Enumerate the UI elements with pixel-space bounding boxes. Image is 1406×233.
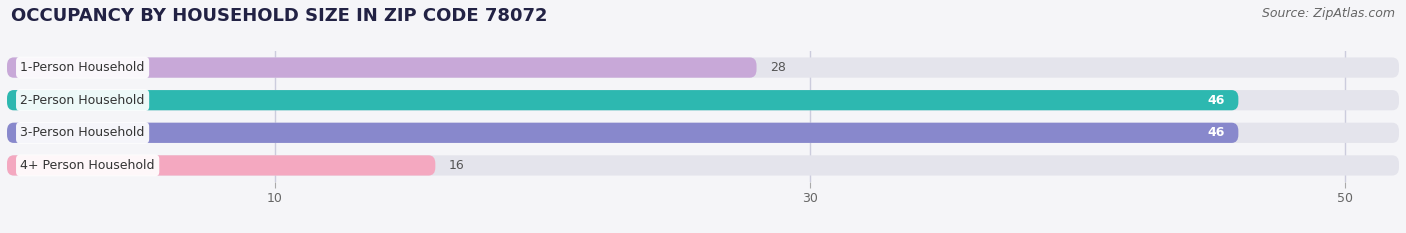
Text: 1-Person Household: 1-Person Household	[21, 61, 145, 74]
Text: 4+ Person Household: 4+ Person Household	[21, 159, 155, 172]
Text: 3-Person Household: 3-Person Household	[21, 126, 145, 139]
Text: 46: 46	[1208, 126, 1225, 139]
Text: 2-Person Household: 2-Person Household	[21, 94, 145, 107]
FancyBboxPatch shape	[7, 90, 1399, 110]
FancyBboxPatch shape	[7, 90, 1239, 110]
Text: Source: ZipAtlas.com: Source: ZipAtlas.com	[1261, 7, 1395, 20]
FancyBboxPatch shape	[7, 123, 1239, 143]
Text: 28: 28	[770, 61, 786, 74]
Text: 46: 46	[1208, 94, 1225, 107]
FancyBboxPatch shape	[7, 155, 436, 175]
FancyBboxPatch shape	[7, 123, 1399, 143]
Text: 16: 16	[449, 159, 464, 172]
Text: OCCUPANCY BY HOUSEHOLD SIZE IN ZIP CODE 78072: OCCUPANCY BY HOUSEHOLD SIZE IN ZIP CODE …	[11, 7, 548, 25]
FancyBboxPatch shape	[7, 155, 1399, 175]
FancyBboxPatch shape	[7, 58, 1399, 78]
FancyBboxPatch shape	[7, 58, 756, 78]
